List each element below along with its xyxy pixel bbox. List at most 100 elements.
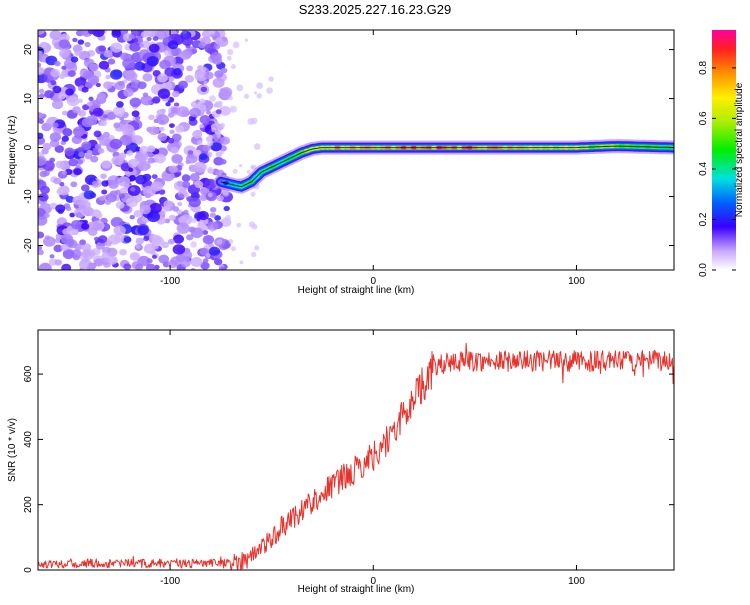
noise-speckle	[38, 231, 45, 239]
noise-speckle	[151, 236, 164, 246]
noise-speckle	[184, 75, 194, 83]
noise-speckle	[103, 49, 113, 58]
noise-speckle	[38, 262, 52, 270]
noise-speckle	[49, 30, 62, 41]
noise-speckle	[70, 181, 78, 188]
noise-speckle	[189, 107, 201, 118]
noise-speckle	[212, 77, 225, 88]
noise-speckle	[253, 91, 257, 95]
noise-speckle	[176, 222, 190, 234]
noise-speckle	[72, 37, 78, 43]
noise-speckle	[144, 192, 152, 199]
noise-speckle	[38, 30, 43, 35]
noise-speckle	[204, 178, 217, 190]
noise-speckle	[108, 179, 119, 189]
noise-speckle	[77, 39, 85, 45]
noise-speckle	[168, 76, 175, 82]
noise-speckle	[119, 249, 127, 256]
noise-speckle	[129, 97, 142, 108]
noise-speckle	[219, 106, 231, 116]
noise-speckle	[53, 244, 63, 253]
noise-speckle	[228, 239, 234, 244]
noise-speckle	[72, 126, 86, 137]
noise-speckle	[77, 146, 85, 153]
noise-speckle	[157, 133, 168, 142]
noise-speckle	[190, 227, 204, 239]
noise-speckle	[158, 254, 170, 264]
noise-speckle	[118, 193, 126, 199]
noise-speckle	[38, 132, 44, 139]
noise-speckle	[207, 166, 215, 174]
spectrogram-plot-area	[38, 30, 674, 270]
noise-speckle	[220, 159, 227, 165]
noise-speckle	[167, 238, 175, 245]
noise-speckle	[83, 58, 95, 68]
y-tick-label: 20	[23, 44, 34, 56]
noise-speckle	[92, 107, 104, 117]
noise-speckle	[65, 195, 75, 203]
noise-speckle	[210, 207, 217, 213]
noise-speckle	[61, 135, 69, 142]
noise-speckle	[208, 30, 216, 35]
noise-speckle	[190, 241, 197, 248]
noise-speckle	[220, 150, 225, 155]
noise-speckle	[142, 73, 153, 82]
noise-speckle	[220, 87, 233, 98]
noise-speckle	[61, 65, 67, 70]
noise-speckle	[207, 192, 213, 198]
colorbar-tick-label: 0.2	[698, 212, 709, 226]
x-tick-label: -100	[160, 276, 180, 287]
noise-speckle	[38, 215, 48, 226]
noise-speckle	[206, 110, 211, 115]
noise-speckle	[43, 213, 50, 218]
noise-speckle	[98, 60, 110, 70]
noise-speckle	[239, 260, 244, 265]
noise-speckle	[40, 185, 50, 195]
noise-speckle	[170, 47, 182, 57]
noise-speckle	[188, 197, 201, 208]
noise-speckle	[38, 77, 41, 82]
noise-speckle	[38, 93, 45, 99]
noise-speckle	[113, 225, 126, 236]
noise-speckle	[185, 153, 198, 164]
noise-speckle	[152, 36, 159, 41]
snr-axes: -100 0 100 0 200 400 600	[23, 330, 674, 587]
noise-speckle	[167, 40, 179, 50]
noise-speckle	[58, 49, 70, 58]
noise-speckle	[172, 206, 179, 212]
noise-speckle	[160, 210, 166, 216]
y-tick-label: 400	[23, 431, 34, 448]
noise-speckle	[109, 138, 123, 150]
noise-speckle	[219, 122, 225, 129]
colorbar-tick-label: 0.8	[698, 61, 709, 75]
noise-speckle	[167, 112, 175, 118]
noise-speckle	[78, 109, 87, 117]
noise-speckle	[223, 205, 230, 212]
noise-speckle	[94, 212, 103, 219]
noise-speckle	[232, 41, 240, 49]
noise-speckle	[81, 201, 87, 206]
noise-speckle	[38, 88, 45, 94]
noise-speckle	[127, 159, 139, 168]
noise-speckle	[129, 215, 135, 220]
noise-speckle	[130, 187, 136, 192]
noise-speckle	[143, 236, 150, 242]
noise-speckle	[67, 96, 80, 107]
colorbar-label: Normalized spectral amplitude	[734, 82, 745, 217]
noise-speckle	[38, 62, 42, 68]
snr-plot-area	[38, 342, 674, 570]
noise-speckle	[59, 73, 66, 79]
x-tick-label: 100	[568, 576, 585, 587]
noise-speckle	[117, 80, 125, 87]
y-tick-label: 10	[23, 93, 34, 105]
noise-speckle	[137, 160, 151, 171]
noise-speckle	[181, 36, 193, 46]
noise-speckle	[75, 164, 81, 169]
noise-speckle	[131, 110, 140, 117]
noise-speckle	[172, 244, 186, 255]
noise-speckle	[123, 88, 134, 97]
noise-speckle	[209, 95, 216, 102]
noise-speckle	[152, 254, 157, 259]
ridge-trace	[220, 145, 674, 188]
noise-speckle	[131, 135, 143, 145]
